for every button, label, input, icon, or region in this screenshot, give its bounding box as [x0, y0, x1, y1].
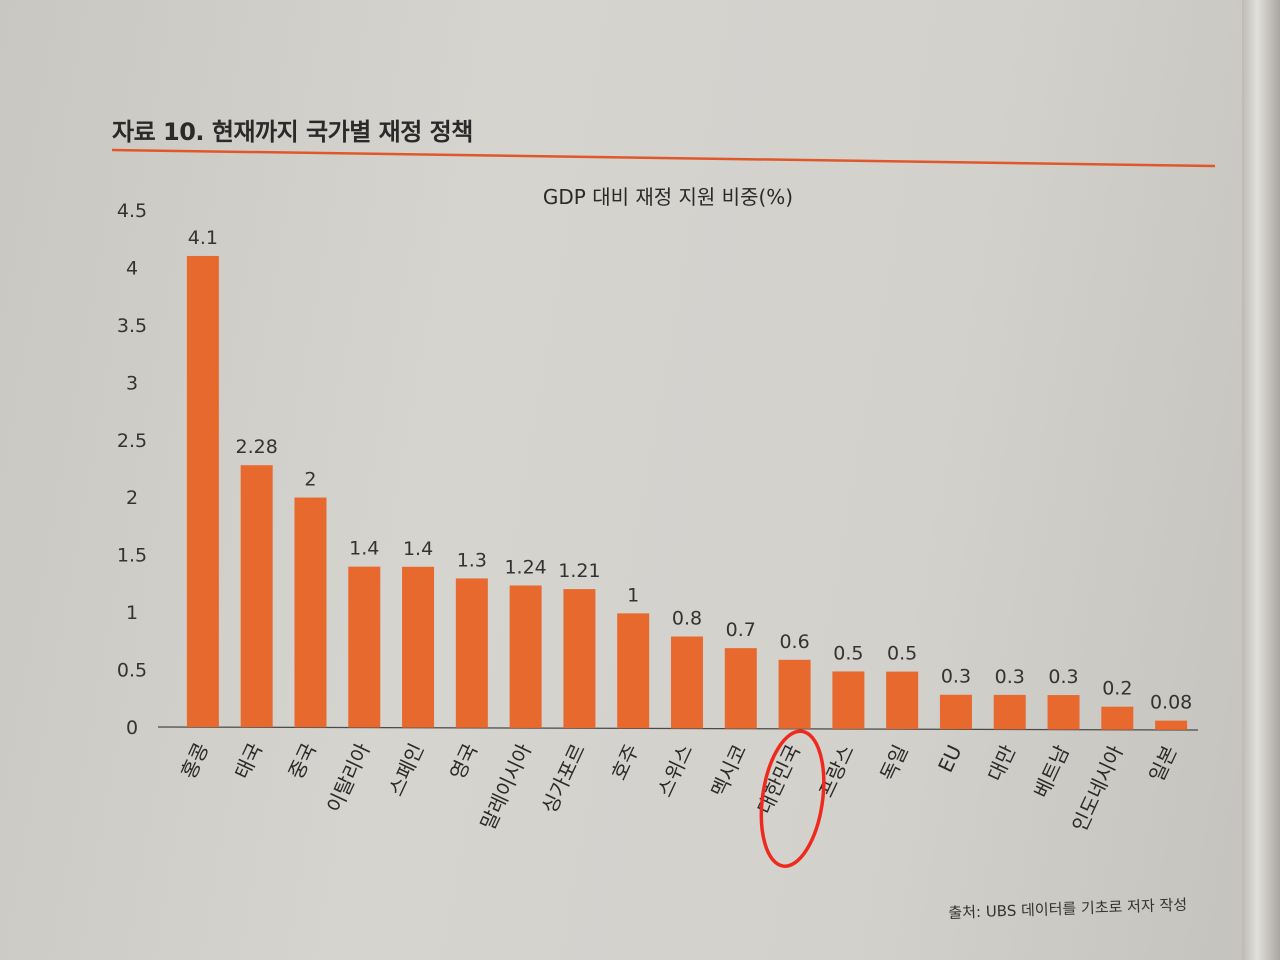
category-label: 일본: [1144, 742, 1181, 786]
bar: [402, 566, 435, 728]
category-label: 태국: [230, 739, 267, 783]
book-edge: [1242, 0, 1280, 960]
bar: [1155, 720, 1188, 730]
bar: [1047, 695, 1080, 730]
y-tick-label: 4: [126, 257, 138, 279]
value-label: 0.6: [779, 631, 809, 653]
category-label: 베트남: [1029, 741, 1074, 801]
header-rule: [111, 148, 1216, 168]
bar: [563, 589, 596, 729]
category-label: EU: [933, 741, 966, 776]
y-tick-label: 3.5: [117, 315, 147, 337]
value-label: 1: [627, 584, 639, 606]
category-label: 스위스: [652, 740, 697, 800]
value-label: 0.3: [941, 666, 971, 688]
y-tick-label: 3: [126, 372, 138, 394]
y-tick-label: 2: [126, 487, 138, 509]
bars-group: [186, 255, 1188, 730]
y-tick-label: 1: [126, 602, 138, 624]
value-label: 1.21: [558, 560, 600, 582]
bar: [993, 694, 1026, 730]
value-label: 1.4: [349, 538, 379, 560]
bar: [832, 671, 865, 729]
y-tick-label: 1.5: [117, 545, 147, 567]
category-label: 중국: [284, 739, 321, 783]
value-label: 1.3: [457, 549, 487, 571]
x-axis-line: [157, 726, 1199, 731]
highlight-circle: [759, 729, 826, 868]
y-tick-label: 0.5: [117, 660, 147, 682]
bar: [1101, 706, 1134, 730]
value-label: 0.2: [1102, 678, 1132, 700]
value-label: 2: [304, 469, 316, 491]
highlight-group: [759, 729, 826, 868]
category-label: 이탈리아: [322, 739, 375, 816]
bar: [671, 636, 703, 729]
category-label: 독일: [875, 741, 912, 785]
value-label: 0.3: [1048, 666, 1078, 688]
value-label: 0.3: [995, 666, 1025, 688]
category-label: 싱가포르: [537, 740, 590, 817]
bar: [186, 255, 219, 727]
value-label: 0.5: [887, 643, 917, 665]
category-label: 호주: [606, 740, 643, 784]
category-label: 말레이시아: [476, 740, 537, 834]
figure-title: 자료 10. 현재까지 국가별 재정 정책: [112, 118, 473, 146]
bar: [240, 465, 273, 728]
y-tick-label: 0: [126, 717, 138, 739]
bar: [724, 648, 757, 729]
axis-group: 0 0.5 1 1.5 2 2.5 3 3.5 4 4.5: [117, 200, 1199, 739]
bar: [294, 497, 327, 728]
value-label: 0.8: [672, 608, 702, 630]
category-label: 영국: [445, 740, 482, 784]
category-label: 스페인: [384, 740, 429, 800]
value-label: 1.24: [504, 556, 546, 578]
chart-title: GDP 대비 재정 지원 비중(%): [543, 185, 793, 209]
value-labels-group: 4.1 2.28 2 1.4 1.4 1.3 1.24 1.21 1 0.8 0.7 0.6 0.5 0.…: [188, 227, 1192, 714]
bar: [617, 613, 650, 729]
bar: [778, 659, 811, 729]
value-label: 0.5: [833, 642, 863, 664]
y-tick-label: 4.5: [117, 200, 147, 222]
category-label: 인도네시아: [1067, 742, 1128, 836]
bar: [509, 585, 542, 728]
value-label: 1.4: [403, 538, 433, 560]
bar: [348, 566, 381, 728]
value-label: 4.1: [188, 227, 218, 249]
bar: [455, 578, 488, 728]
category-label: 홍콩: [176, 739, 213, 783]
value-label: 2.28: [236, 436, 278, 458]
category-label: 대만: [983, 741, 1020, 785]
value-label: 0.08: [1150, 692, 1192, 714]
y-tick-label: 2.5: [117, 430, 147, 452]
bar: [939, 694, 972, 730]
value-label: 0.7: [726, 619, 756, 641]
bar: [886, 671, 919, 730]
category-label: 멕시코: [706, 741, 751, 801]
